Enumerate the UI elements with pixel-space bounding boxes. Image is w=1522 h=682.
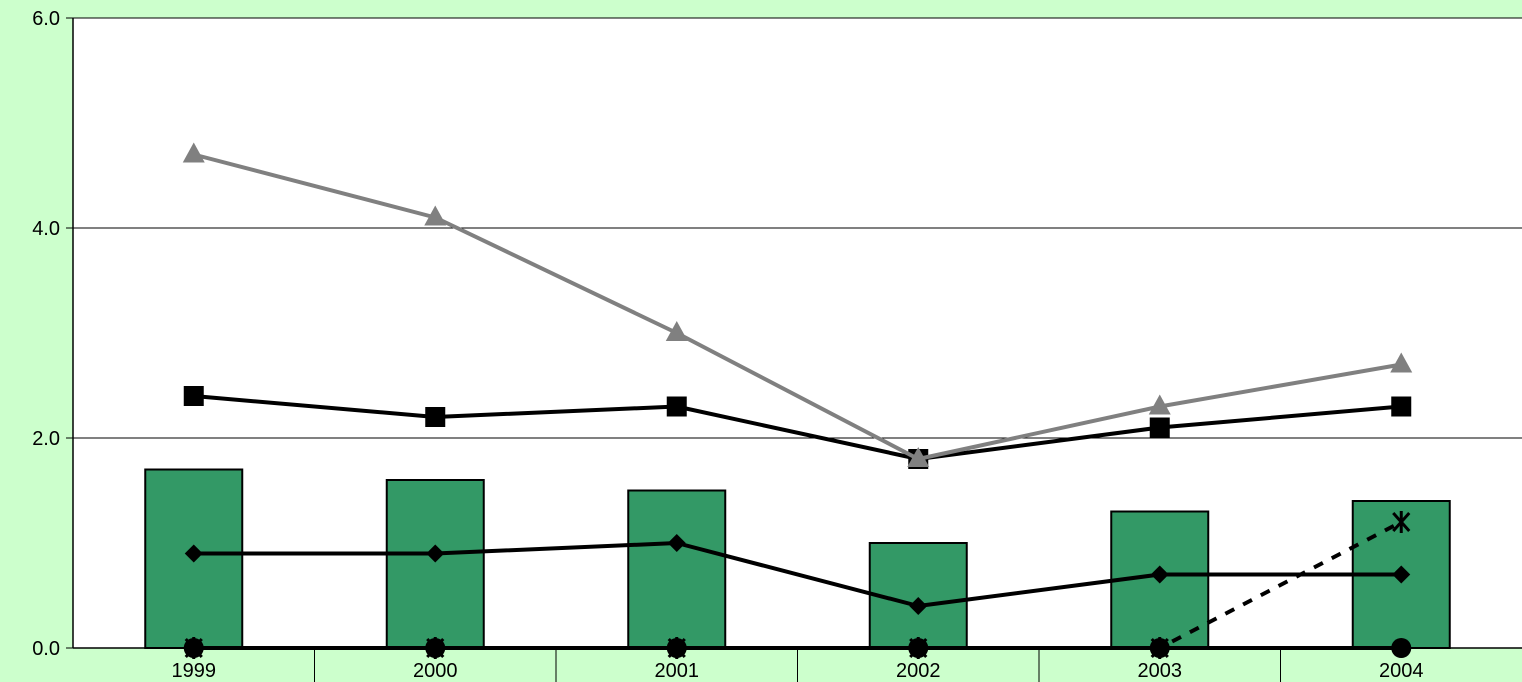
series-line-square: [193, 394, 1402, 461]
tick-labels: 0.0 2.0 4.0 6.0 1999 2000 2001 2002 2003 2004: [32, 8, 1423, 682]
y-tick-label: 4.0: [32, 218, 60, 240]
marker-diamond-2003: [1150, 565, 1169, 584]
marker-star-2003: [1150, 637, 1169, 659]
marker-square-2003: [1149, 417, 1170, 438]
bar-2001: [627, 489, 727, 649]
x-tick-label: 2000: [413, 660, 458, 682]
marker-circle-2004: [1391, 638, 1412, 658]
marker-diamond-2000: [426, 544, 445, 563]
x-tick-label: 1999: [172, 660, 217, 682]
marker-star-1999: [184, 637, 203, 659]
line-series: [182, 142, 1413, 659]
marker-square-2001: [666, 396, 687, 417]
x-tick-label: 2004: [1379, 660, 1424, 682]
marker-star-2000: [426, 637, 445, 659]
bar-2000: [385, 479, 485, 649]
marker-diamond-2004: [1392, 565, 1411, 584]
x-tick-label: 2003: [1138, 660, 1183, 682]
marker-square-1999: [183, 386, 204, 406]
x-tick-label: 2001: [655, 660, 700, 682]
y-tick-label: 2.0: [32, 428, 60, 450]
marker-triangle-1999: [182, 142, 205, 163]
marker-diamond-2001: [667, 534, 686, 552]
series-line-triangle: [193, 152, 1402, 461]
plot-area: [73, 18, 1522, 648]
marker-triangle-2001: [665, 321, 688, 341]
y-tick-label: 0.0: [32, 638, 60, 660]
y-tick-label: 6.0: [32, 8, 60, 30]
marker-diamond-2002: [909, 597, 928, 615]
marker-triangle-2004: [1390, 352, 1413, 373]
marker-triangle-2000: [424, 205, 447, 226]
marker-triangle-2003: [1148, 394, 1171, 415]
marker-diamond-1999: [184, 544, 203, 563]
x-tick-label: 2002: [896, 660, 941, 682]
grid-lines: [73, 17, 1522, 439]
series-line-diamond: [193, 541, 1402, 608]
marker-star-2001: [667, 637, 686, 659]
marker-star-2004: [1392, 511, 1411, 533]
marker-triangle-2002: [907, 447, 930, 467]
marker-square-2000: [425, 407, 446, 427]
series-line-star: [193, 520, 1403, 650]
marker-star-2002: [909, 637, 928, 659]
marker-square-2004: [1391, 396, 1412, 417]
